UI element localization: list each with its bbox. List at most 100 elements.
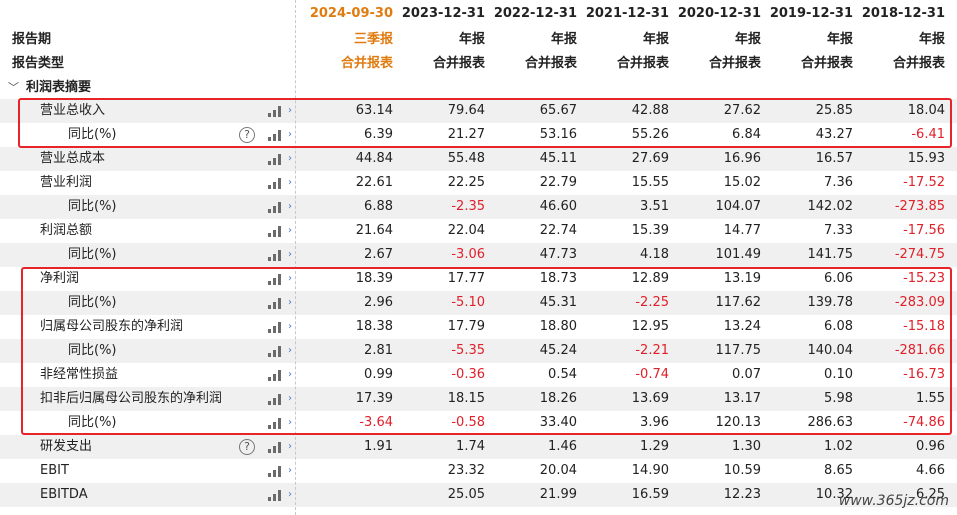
value-cell: 15.02 — [723, 175, 761, 190]
table-row[interactable]: 同比(%) › 2.67 -3.06 47.73 4.18 101.49 141.75 -274… — [0, 243, 957, 267]
value-cell: 141.75 — [807, 247, 854, 262]
value-cell: -74.86 — [903, 415, 945, 430]
col-report-2: 年报 — [550, 32, 577, 47]
value-cell: 45.31 — [539, 295, 577, 310]
col-date-5[interactable]: 2019-12-31 — [769, 6, 853, 21]
value-cell: 1.02 — [824, 439, 853, 454]
col-date-6[interactable]: 2018-12-31 — [861, 6, 945, 21]
row-label: 同比(%) — [68, 343, 117, 358]
value-cell: 6.84 — [732, 127, 761, 142]
col-date-0[interactable]: 2024-09-30 — [309, 6, 393, 21]
table-row[interactable]: 净利润 › 18.39 17.77 18.73 12.89 13.19 6.06 -15.23 — [0, 267, 957, 291]
col-date-3[interactable]: 2021-12-31 — [585, 6, 669, 21]
help-icon[interactable]: ? — [239, 439, 255, 455]
table-row[interactable]: 非经常性损益 › 0.99 -0.36 0.54 -0.74 0.07 0.10 -16.73 — [0, 363, 957, 387]
bar-chart-icon[interactable] — [268, 418, 282, 429]
table-row[interactable]: 同比(%) › -3.64 -0.58 33.40 3.96 120.13 286.63 -74… — [0, 411, 957, 435]
value-cell: 55.26 — [631, 127, 669, 142]
table-row[interactable]: EBIT › 23.32 20.04 14.90 10.59 8.65 4.66 — [0, 459, 957, 483]
value-cell: 18.26 — [539, 391, 577, 406]
value-cell: -283.09 — [894, 295, 945, 310]
row-label: EBIT — [40, 463, 69, 478]
value-cell: 22.79 — [539, 175, 577, 190]
bar-chart-icon[interactable] — [268, 202, 282, 213]
value-cell: 5.98 — [824, 391, 853, 406]
col-date-4[interactable]: 2020-12-31 — [677, 6, 761, 21]
bar-chart-icon[interactable] — [268, 178, 282, 189]
header-row-report: 报告期 三季报 年报 年报 年报 年报 年报 年报 — [0, 28, 957, 52]
table-row[interactable]: 扣非后归属母公司股东的净利润 › 17.39 18.15 18.26 13.69 13.17… — [0, 387, 957, 411]
col-type-4: 合并报表 — [708, 56, 761, 71]
value-cell: 4.66 — [916, 463, 945, 478]
bar-chart-icon[interactable] — [268, 154, 282, 165]
value-cell: 63.14 — [355, 103, 393, 118]
col-report-5: 年报 — [826, 32, 853, 47]
col-type-5: 合并报表 — [800, 56, 853, 71]
value-cell: -2.25 — [635, 295, 669, 310]
value-cell: 53.16 — [539, 127, 577, 142]
table-row[interactable]: 营业总成本 › 44.84 55.48 45.11 27.69 16.96 16.57 15.9… — [0, 147, 957, 171]
bar-chart-icon[interactable] — [268, 274, 282, 285]
value-cell: 6.39 — [364, 127, 393, 142]
value-cell: 22.74 — [539, 223, 577, 238]
col-report-4: 年报 — [734, 32, 761, 47]
value-cell: -2.35 — [451, 199, 485, 214]
value-cell: -274.75 — [894, 247, 945, 262]
value-cell: 2.96 — [364, 295, 393, 310]
report-period-label: 报告期 — [12, 32, 52, 47]
row-marker-icon: › — [288, 345, 292, 356]
col-date-1[interactable]: 2023-12-31 — [401, 6, 485, 21]
value-cell: 27.62 — [723, 103, 761, 118]
col-date-2[interactable]: 2022-12-31 — [493, 6, 577, 21]
table-row[interactable]: 同比(%) › 2.81 -5.35 45.24 -2.21 117.75 140.04 -28… — [0, 339, 957, 363]
value-cell: -17.52 — [903, 175, 945, 190]
bar-chart-icon[interactable] — [268, 490, 282, 501]
value-cell: -2.21 — [635, 343, 669, 358]
table-row[interactable]: 营业总收入 › 63.14 79.64 65.67 42.88 27.62 25.85 18.0… — [0, 99, 957, 123]
table-row[interactable]: 同比(%)? › 6.39 21.27 53.16 55.26 6.84 43.27 -6.41 — [0, 123, 957, 147]
value-cell: -5.10 — [451, 295, 485, 310]
col-report-3: 年报 — [642, 32, 669, 47]
row-marker-icon: › — [288, 225, 292, 236]
bar-chart-icon[interactable] — [268, 130, 282, 141]
col-type-2: 合并报表 — [524, 56, 577, 71]
bar-chart-icon[interactable] — [268, 394, 282, 405]
bar-chart-icon[interactable] — [268, 442, 282, 453]
bar-chart-icon[interactable] — [268, 226, 282, 237]
value-cell: 21.64 — [355, 223, 393, 238]
bar-chart-icon[interactable] — [268, 346, 282, 357]
value-cell: 3.96 — [640, 415, 669, 430]
bar-chart-icon[interactable] — [268, 250, 282, 261]
value-cell: 1.46 — [548, 439, 577, 454]
table-row[interactable]: 研发支出? › 1.91 1.74 1.46 1.29 1.30 1.02 0.96 — [0, 435, 957, 459]
row-marker-icon: › — [288, 177, 292, 188]
section-row[interactable]: ﹀ 利润表摘要 — [0, 76, 957, 99]
section-title: 利润表摘要 — [26, 80, 92, 95]
row-label: 扣非后归属母公司股东的净利润 — [40, 391, 223, 406]
bar-chart-icon[interactable] — [268, 322, 282, 333]
table-row[interactable]: EBITDA › 25.05 21.99 16.59 12.23 10.32 6.25 — [0, 483, 957, 507]
help-icon[interactable]: ? — [239, 127, 255, 143]
value-cell: 3.51 — [640, 199, 669, 214]
bar-chart-icon[interactable] — [268, 466, 282, 477]
bar-chart-icon[interactable] — [268, 370, 282, 381]
row-marker-icon: › — [288, 105, 292, 116]
table-row[interactable]: 营业利润 › 22.61 22.25 22.79 15.55 15.02 7.36 -17.52 — [0, 171, 957, 195]
value-cell: 22.04 — [447, 223, 485, 238]
row-marker-icon: › — [288, 273, 292, 284]
collapse-chevron-icon[interactable]: ﹀ — [8, 81, 19, 94]
row-marker-icon: › — [288, 129, 292, 140]
value-cell: 2.67 — [364, 247, 393, 262]
col-report-1: 年报 — [458, 32, 485, 47]
table-row[interactable]: 同比(%) › 6.88 -2.35 46.60 3.51 104.07 142.02 -273… — [0, 195, 957, 219]
row-label: 同比(%) — [68, 127, 117, 142]
table-row[interactable]: 同比(%) › 2.96 -5.10 45.31 -2.25 117.62 139.78 -28… — [0, 291, 957, 315]
bar-chart-icon[interactable] — [268, 106, 282, 117]
header-row-type: 报告类型 合并报表 合并报表 合并报表 合并报表 合并报表 合并报表 合并报表 — [0, 52, 957, 76]
col-type-6: 合并报表 — [892, 56, 945, 71]
bar-chart-icon[interactable] — [268, 298, 282, 309]
table-row[interactable]: 利润总额 › 21.64 22.04 22.74 15.39 14.77 7.33 -17.56 — [0, 219, 957, 243]
value-cell: 117.62 — [715, 295, 762, 310]
table-row[interactable]: 归属母公司股东的净利润 › 18.38 17.79 18.80 12.95 13.24 6.0… — [0, 315, 957, 339]
